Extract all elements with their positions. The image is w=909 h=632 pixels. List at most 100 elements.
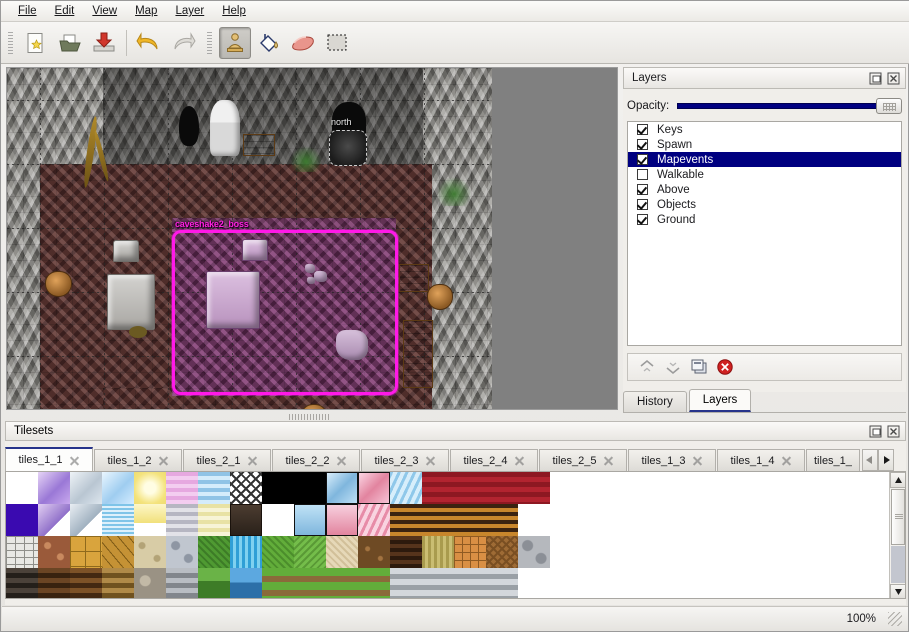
tileset-tab-tiles_2_2[interactable]: tiles_2_2 [272, 449, 360, 471]
tile[interactable] [102, 536, 134, 568]
tile[interactable] [38, 536, 70, 568]
tile[interactable] [198, 568, 230, 598]
float-tilesets-button[interactable] [868, 424, 883, 439]
close-tab-icon[interactable] [336, 455, 347, 466]
tile[interactable] [102, 472, 134, 504]
close-tab-icon[interactable] [247, 455, 258, 466]
menu-map[interactable]: Map [126, 2, 166, 20]
close-dock-button[interactable] [886, 71, 901, 86]
tab-history[interactable]: History [623, 391, 687, 412]
fill-tool-button[interactable] [253, 27, 285, 59]
tile[interactable] [518, 568, 550, 598]
tile[interactable] [134, 536, 166, 568]
close-tab-icon[interactable] [69, 455, 80, 466]
tile[interactable] [38, 568, 70, 598]
tabs-scroll-right-button[interactable] [877, 449, 894, 471]
tile[interactable] [6, 568, 38, 598]
tileset-palette[interactable] [5, 471, 906, 599]
tile[interactable] [390, 536, 422, 568]
tile[interactable] [134, 504, 166, 536]
tile[interactable] [422, 472, 454, 504]
tile[interactable] [422, 504, 454, 536]
tile[interactable] [358, 568, 390, 598]
tabs-scroll-left-button[interactable] [861, 449, 878, 471]
tile[interactable] [294, 568, 326, 598]
eraser-tool-button[interactable] [287, 27, 319, 59]
tile[interactable] [422, 568, 454, 598]
tile[interactable] [166, 504, 198, 536]
toolbar-grip-left[interactable] [7, 29, 15, 56]
opacity-slider-handle[interactable] [876, 98, 902, 114]
scroll-up-button[interactable] [890, 472, 905, 488]
tile[interactable] [70, 568, 102, 598]
tile[interactable] [518, 472, 550, 504]
tile[interactable] [486, 472, 518, 504]
tile[interactable] [486, 536, 518, 568]
layer-item-walkable[interactable]: Walkable [628, 167, 901, 182]
float-dock-button[interactable] [868, 71, 883, 86]
tile[interactable] [294, 536, 326, 568]
menu-help[interactable]: Help [213, 2, 255, 20]
layer-item-ground[interactable]: Ground [628, 212, 901, 227]
move-layer-down-button[interactable] [660, 355, 686, 379]
tile[interactable] [6, 536, 38, 568]
layer-item-mapevents[interactable]: Mapevents [628, 152, 901, 167]
layer-item-above[interactable]: Above [628, 182, 901, 197]
toolbar-grip-right[interactable] [206, 29, 214, 56]
scrollbar-track[interactable] [891, 546, 905, 583]
tile[interactable] [486, 568, 518, 598]
tile[interactable] [230, 536, 262, 568]
resize-grip-icon[interactable] [888, 611, 902, 626]
tile[interactable] [326, 472, 358, 504]
tile[interactable] [70, 504, 102, 536]
move-layer-up-button[interactable] [634, 355, 660, 379]
tileset-vertical-scrollbar[interactable] [889, 472, 905, 598]
tile[interactable] [454, 536, 486, 568]
layer-item-objects[interactable]: Objects [628, 197, 901, 212]
tileset-tile-grid[interactable] [6, 472, 550, 598]
layer-visibility-checkbox[interactable] [637, 214, 648, 225]
tile[interactable] [454, 472, 486, 504]
tile[interactable] [326, 568, 358, 598]
close-tab-icon[interactable] [692, 455, 703, 466]
undo-button[interactable] [133, 27, 165, 59]
tile[interactable] [486, 504, 518, 536]
layer-visibility-checkbox[interactable] [637, 199, 648, 210]
tile[interactable] [422, 536, 454, 568]
tile[interactable] [262, 472, 294, 504]
tile[interactable] [166, 472, 198, 504]
tile[interactable] [262, 568, 294, 598]
tile[interactable] [390, 472, 422, 504]
tile[interactable] [38, 504, 70, 536]
close-tab-icon[interactable] [514, 455, 525, 466]
scroll-down-button[interactable] [890, 584, 905, 598]
tile[interactable] [326, 536, 358, 568]
tile[interactable] [454, 568, 486, 598]
tile[interactable] [70, 536, 102, 568]
tileset-tab-tiles_2_3[interactable]: tiles_2_3 [361, 449, 449, 471]
tile[interactable] [294, 504, 326, 536]
menu-view[interactable]: View [83, 2, 126, 20]
tile[interactable] [198, 504, 230, 536]
tile[interactable] [230, 472, 262, 504]
tileset-tab-tiles_2_5[interactable]: tiles_2_5 [539, 449, 627, 471]
close-tab-icon[interactable] [603, 455, 614, 466]
tile[interactable] [262, 504, 294, 536]
close-tab-icon[interactable] [781, 455, 792, 466]
tile[interactable] [6, 504, 38, 536]
tileset-tab-tiles_1_1[interactable]: tiles_1_1 [5, 447, 93, 471]
menu-edit[interactable]: Edit [46, 2, 84, 20]
tileset-tab-tiles_1_3[interactable]: tiles_1_3 [628, 449, 716, 471]
tile[interactable] [198, 472, 230, 504]
menu-layer[interactable]: Layer [166, 2, 213, 20]
save-map-button[interactable] [88, 27, 120, 59]
layer-visibility-checkbox[interactable] [637, 184, 648, 195]
layer-list[interactable]: Keys Spawn Mapevents Walkable Above Obje… [627, 121, 902, 346]
close-tab-icon[interactable] [158, 455, 169, 466]
layer-visibility-checkbox[interactable] [637, 154, 648, 165]
tile[interactable] [6, 472, 38, 504]
new-map-button[interactable] [20, 27, 52, 59]
map-viewport[interactable]: caveshake2_boss north [6, 67, 618, 410]
tile[interactable] [326, 504, 358, 536]
tileset-tab-tiles_1_2[interactable]: tiles_1_2 [94, 449, 182, 471]
